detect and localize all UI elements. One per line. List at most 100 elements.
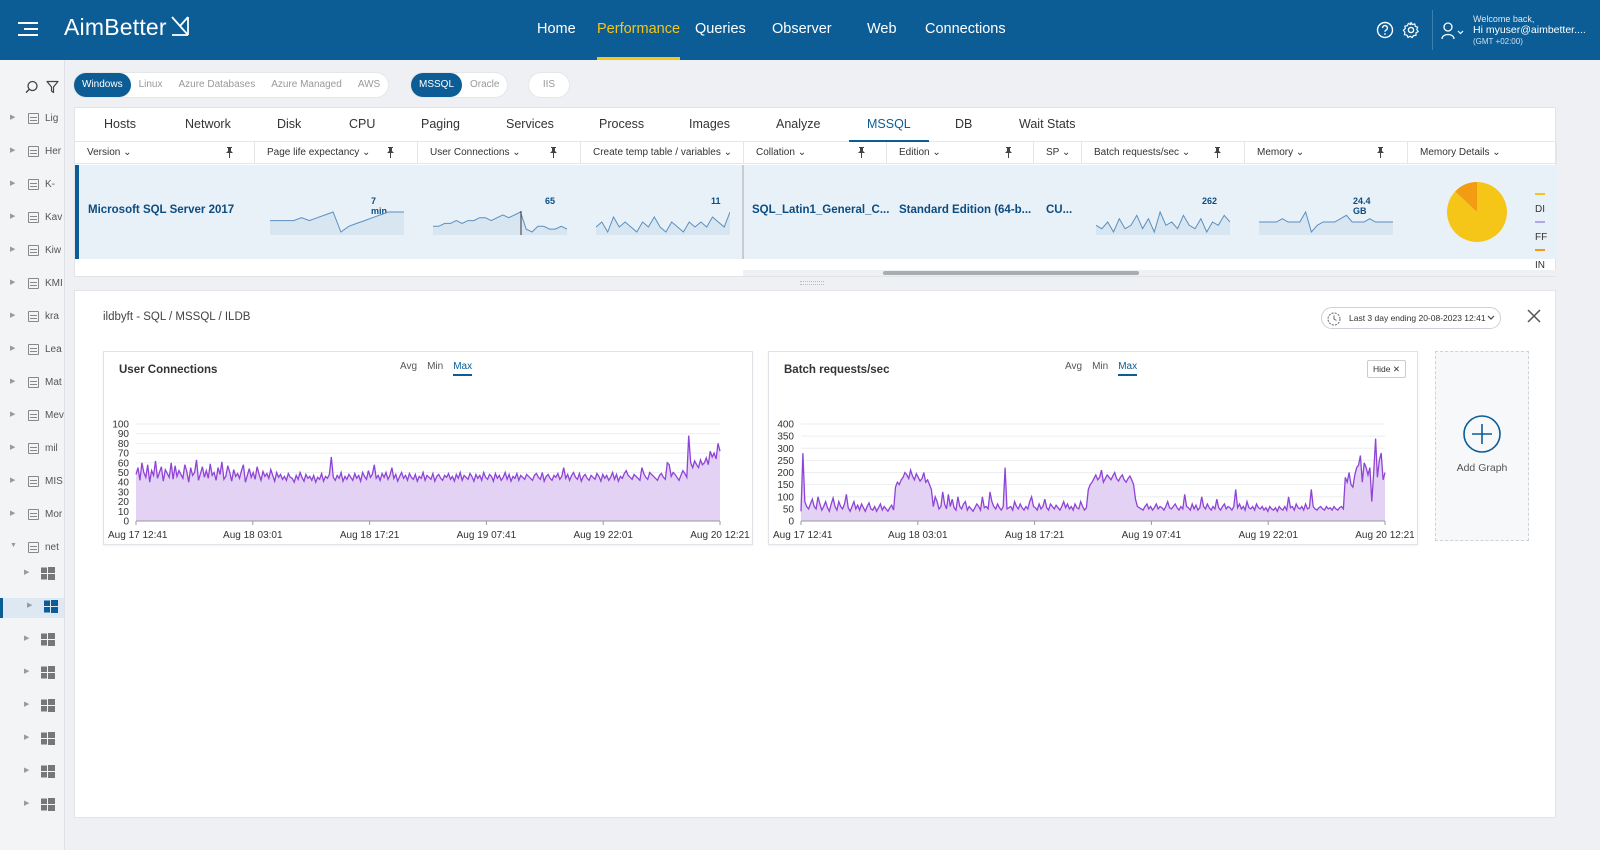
filter-mssql[interactable]: MSSQL [411, 73, 463, 97]
chevron-right-icon[interactable]: ▶ [10, 312, 16, 319]
tree-item[interactable]: ▶ kra [0, 308, 64, 328]
filter-oracle[interactable]: Oracle [470, 79, 500, 90]
tree-child-item[interactable]: ▶ [0, 796, 64, 816]
column-header[interactable]: SP ⌄ [1034, 142, 1082, 164]
tab-paging[interactable]: Paging [421, 117, 460, 131]
nav-connections[interactable]: Connections [925, 21, 1006, 37]
tab-db[interactable]: DB [955, 117, 973, 131]
tree-item[interactable]: ▼ net [0, 539, 64, 559]
aggregation-max[interactable]: Max [453, 361, 473, 376]
tree-item[interactable]: ▶ KMI [0, 275, 64, 295]
tree-child-item[interactable]: ▶ [0, 730, 64, 750]
chevron-right-icon[interactable]: ▶ [10, 345, 16, 352]
filter-azure-databases[interactable]: Azure Databases [178, 79, 256, 90]
chevron-right-icon[interactable]: ▶ [10, 444, 16, 451]
tree-item[interactable]: ▶ K- [0, 176, 64, 196]
tree-item[interactable]: ▶ Lig [0, 110, 64, 130]
table-row[interactable]: Microsoft SQL Server 2017 7 min 65 11 SQ… [75, 165, 1557, 271]
time-range-picker[interactable]: Last 3 day ending 20-08-2023 12:41 [1321, 307, 1501, 329]
tree-item[interactable]: ▶ Mat [0, 374, 64, 394]
help-icon[interactable] [1376, 21, 1394, 39]
filter-azure-managed[interactable]: Azure Managed [271, 79, 342, 90]
column-header[interactable]: Memory ⌄ [1245, 142, 1408, 164]
column-header[interactable]: Version ⌄ [75, 142, 255, 164]
tree-item[interactable]: ▶ Mev [0, 407, 64, 427]
tree-item[interactable]: ▶ Her [0, 143, 64, 163]
tab-cpu[interactable]: CPU [349, 117, 376, 131]
column-header[interactable]: Create temp table / variables ⌄ [581, 142, 744, 164]
column-header[interactable]: User Connections ⌄ [418, 142, 581, 164]
resize-handle[interactable] [800, 281, 824, 285]
hide-button[interactable]: Hide ✕ [1367, 360, 1406, 378]
aggregation-min[interactable]: Min [1092, 361, 1109, 372]
tab-mssql[interactable]: MSSQL [849, 108, 929, 142]
tab-process[interactable]: Process [599, 117, 645, 131]
pin-icon[interactable] [549, 147, 558, 158]
chevron-down-icon[interactable]: ⌄ [1179, 147, 1191, 158]
nav-web[interactable]: Web [867, 21, 897, 37]
tree-item[interactable]: ▶ Kiw [0, 242, 64, 262]
tree-child-item[interactable]: ▶ [0, 697, 64, 717]
filter-iis[interactable]: IIS [542, 79, 556, 90]
pin-icon[interactable] [1004, 147, 1013, 158]
column-header[interactable]: Memory Details ⌄ [1408, 142, 1557, 164]
chevron-right-icon[interactable]: ▶ [10, 279, 16, 286]
chevron-down-icon[interactable]: ⌄ [1293, 147, 1305, 158]
pin-icon[interactable] [857, 147, 866, 158]
tab-network[interactable]: Network [185, 117, 231, 131]
tab-hosts[interactable]: Hosts [104, 117, 136, 131]
aggregation-min[interactable]: Min [427, 361, 444, 372]
close-icon[interactable] [1525, 307, 1543, 325]
chevron-right-icon[interactable]: ▶ [27, 602, 33, 609]
chevron-right-icon[interactable]: ▶ [24, 734, 30, 741]
tree-item[interactable]: ▶ Mor [0, 506, 64, 526]
filter-linux[interactable]: Linux [138, 79, 163, 90]
add-graph-button[interactable]: Add Graph [1435, 351, 1529, 541]
aggregation-max[interactable]: Max [1118, 361, 1138, 376]
aggregation-avg[interactable]: Avg [1065, 361, 1083, 372]
filter-aws[interactable]: AWS [357, 79, 381, 90]
chevron-right-icon[interactable]: ▶ [10, 246, 16, 253]
tree-item[interactable]: ▶ MIS [0, 473, 64, 493]
chevron-right-icon[interactable]: ▶ [10, 213, 16, 220]
chevron-right-icon[interactable]: ▶ [10, 477, 16, 484]
pie-slice-di[interactable] [1446, 182, 1507, 242]
menu-toggle-icon[interactable] [18, 19, 40, 39]
chevron-down-icon[interactable]: ⌄ [1059, 147, 1071, 158]
user-menu[interactable]: Welcome back, Hi myuser@aimbetter.... (G… [1432, 10, 1600, 50]
chevron-down-icon[interactable]: ⌄ [1489, 147, 1501, 158]
tree-item[interactable]: ▶ mil [0, 440, 64, 460]
nav-home[interactable]: Home [537, 21, 576, 37]
chevron-right-icon[interactable]: ▶ [10, 180, 16, 187]
chevron-right-icon[interactable]: ▶ [24, 800, 30, 807]
tab-images[interactable]: Images [689, 117, 730, 131]
tab-analyze[interactable]: Analyze [776, 117, 821, 131]
filter-windows[interactable]: Windows [74, 73, 131, 97]
chevron-right-icon[interactable]: ▶ [10, 114, 16, 121]
column-header[interactable]: Page life expectancy ⌄ [255, 142, 418, 164]
aggregation-avg[interactable]: Avg [400, 361, 418, 372]
chevron-down-icon[interactable]: ⌄ [359, 147, 371, 158]
chevron-right-icon[interactable]: ▶ [10, 147, 16, 154]
chevron-down-icon[interactable]: ⌄ [720, 147, 733, 158]
chevron-down-icon[interactable]: ⌄ [794, 147, 807, 158]
chevron-down-icon[interactable]: ▼ [10, 542, 17, 549]
nav-observer[interactable]: Observer [772, 21, 832, 37]
chevron-down-icon[interactable]: ⌄ [120, 147, 132, 158]
tree-child-item[interactable]: ▶ [0, 763, 64, 783]
memory-details-pie[interactable] [1445, 180, 1509, 249]
pin-icon[interactable] [225, 147, 234, 158]
tree-item[interactable]: ▶ Lea [0, 341, 64, 361]
tree-child-item[interactable]: ▶ [0, 631, 64, 651]
column-header[interactable]: Collation ⌄ [744, 142, 887, 164]
column-header[interactable]: Batch requests/sec ⌄ [1082, 142, 1245, 164]
chevron-right-icon[interactable]: ▶ [24, 668, 30, 675]
chevron-down-icon[interactable]: ⌄ [509, 147, 521, 158]
tree-item[interactable]: ▶ Kav [0, 209, 64, 229]
tab-wait-stats[interactable]: Wait Stats [1019, 117, 1076, 131]
chevron-down-icon[interactable]: ⌄ [929, 147, 941, 158]
pie-slice-in[interactable] [1455, 182, 1477, 212]
pin-icon[interactable] [1213, 147, 1222, 158]
